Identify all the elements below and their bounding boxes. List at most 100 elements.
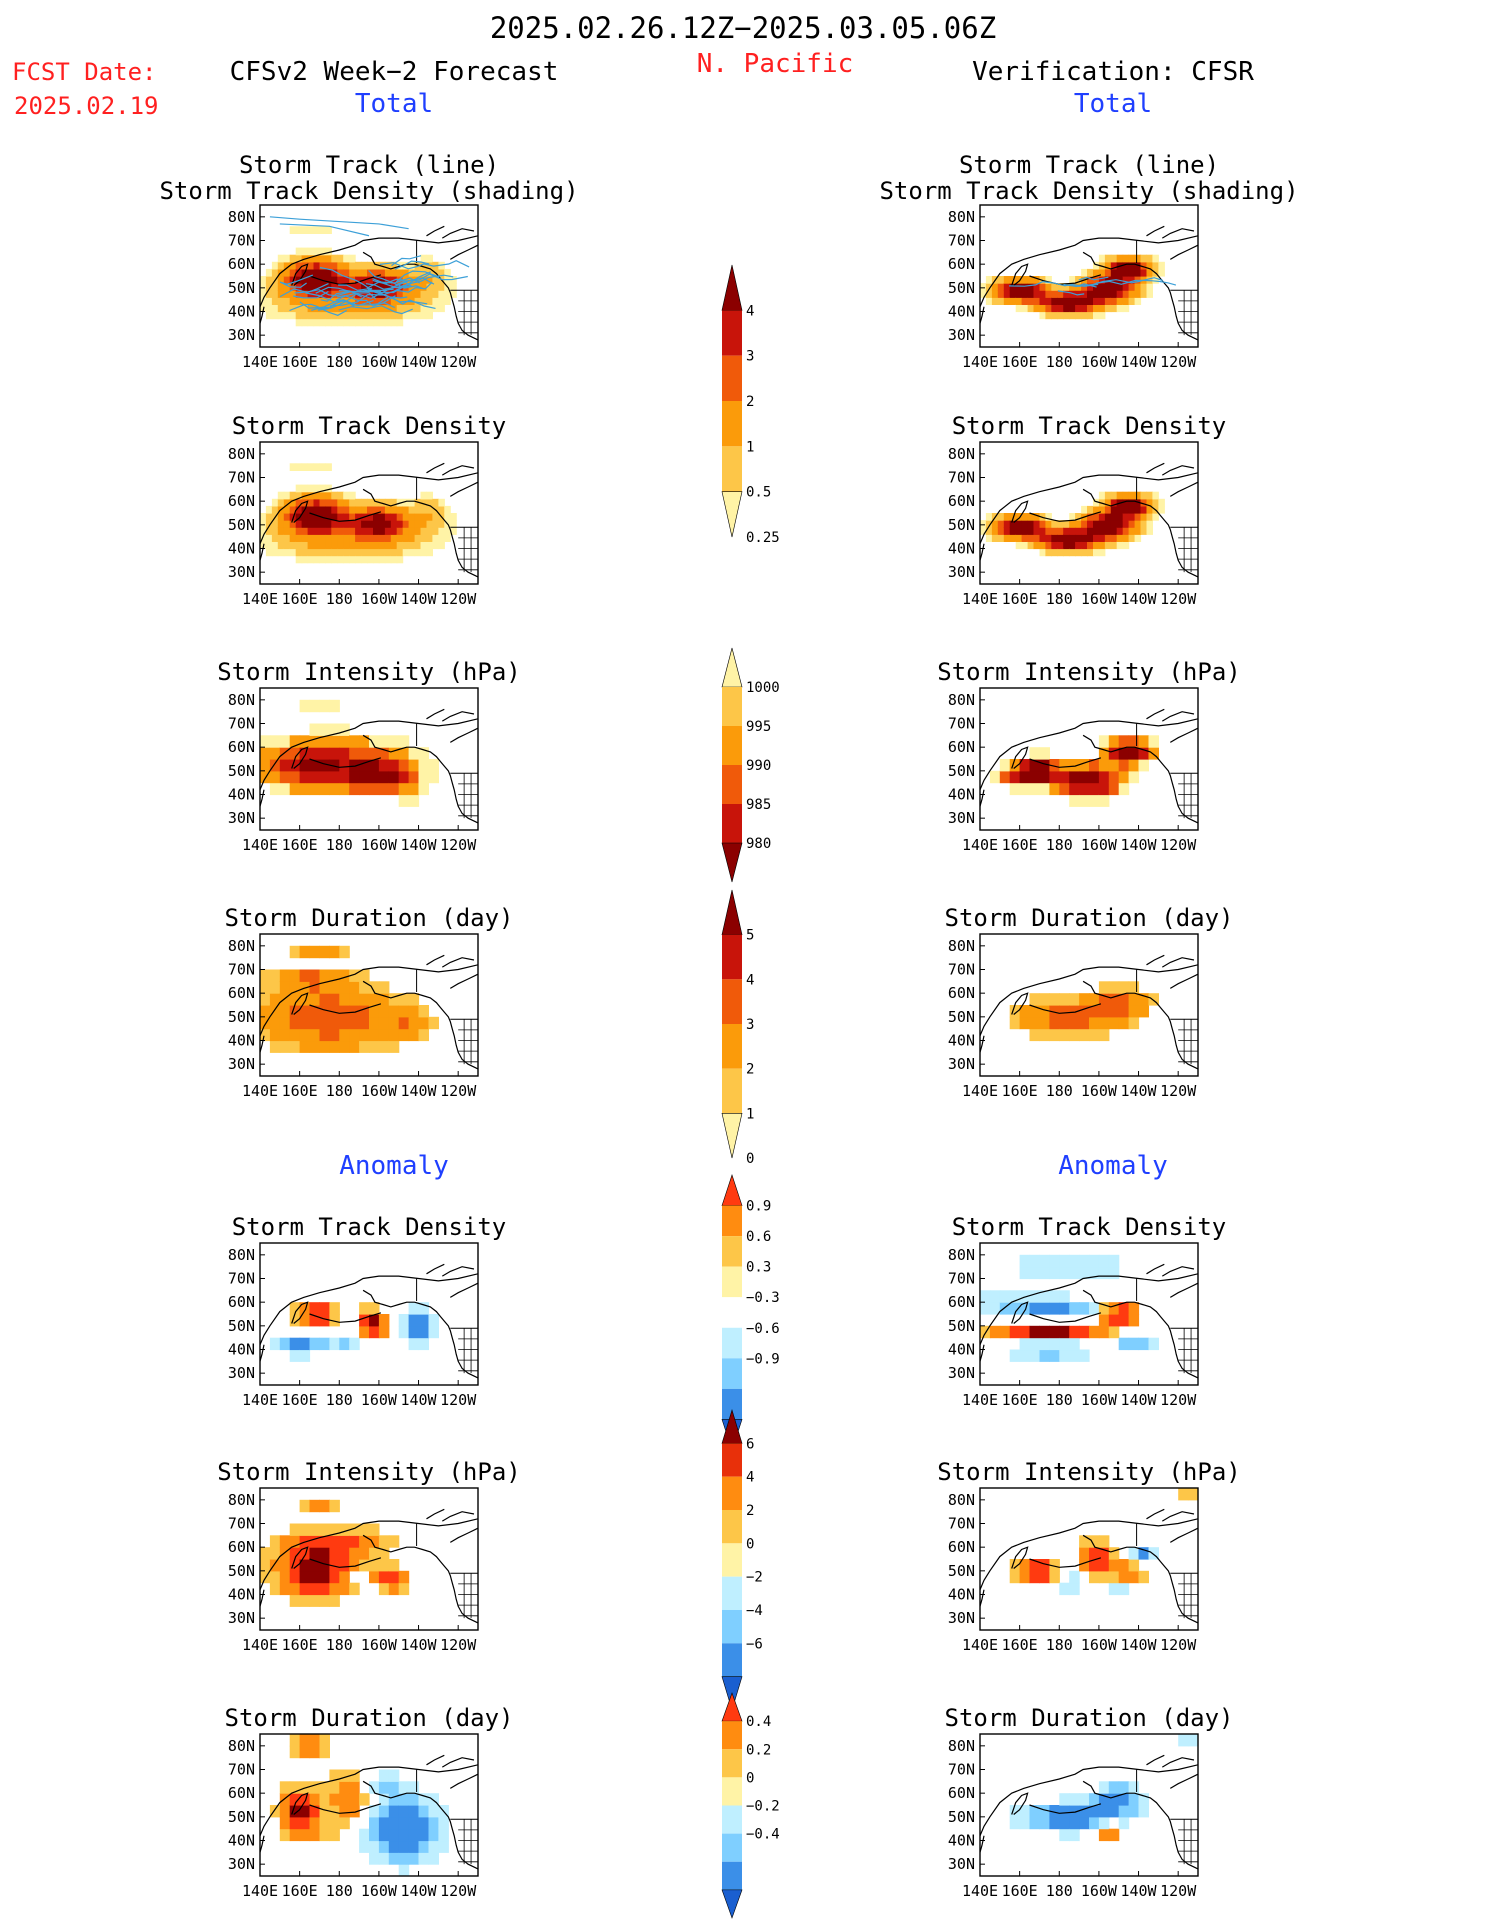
fc-total-density-cell — [396, 520, 404, 528]
vf-anom-duration: Storm Duration (day)140E 160E 180 160W 140W 1… — [945, 1704, 1234, 1900]
fc-anom-intensity-cell — [378, 1535, 390, 1548]
fc-anom-intensity-cell — [349, 1523, 360, 1536]
fc-total-intensity: Storm Intensity (hPa)140E 160E 180 160W 140W… — [217, 658, 520, 854]
fc-total-duration-cell — [260, 1005, 271, 1018]
fc-anom-intensity-cell — [398, 1570, 410, 1584]
fc-anom-density-cell — [408, 1302, 420, 1315]
fc-total-duration-cell — [359, 993, 370, 1006]
fc-anom-duration-cell — [369, 1852, 380, 1865]
vf-anom-intensity-cell — [1069, 1570, 1080, 1584]
vf-total-density-cell — [1098, 491, 1106, 500]
vf-total-track-lat-tick: 70N — [948, 232, 975, 250]
fc-total-duration-lon-tick: 160W — [361, 1082, 398, 1100]
fc-total-density-cell — [331, 534, 338, 542]
vf-total-density-cell — [1003, 534, 1011, 542]
fc-total-density-cell — [277, 520, 285, 528]
fc-anom-density-cell — [369, 1302, 380, 1315]
fc-total-density-cell — [361, 541, 368, 550]
vf-total-track-cell — [1134, 297, 1142, 305]
vf-total-density-cell — [980, 527, 987, 535]
vf-total-density-cell — [1033, 513, 1040, 521]
vf-total-track-cell — [1069, 276, 1076, 284]
vf-total-intensity-cell — [1079, 770, 1090, 784]
vf-total-density-lat-tick: 60N — [948, 492, 975, 510]
vf-anom-density-cell — [1049, 1349, 1060, 1362]
fc-total-density-cell — [295, 498, 303, 507]
fc-total-intensity-cell — [369, 782, 380, 796]
fc-anom-density-cell — [299, 1337, 311, 1351]
fc-total-density-cell — [325, 491, 332, 500]
vf-total-duration-cell — [1009, 1005, 1021, 1018]
vf-anom-intensity-lon-tick: 140E — [962, 1636, 998, 1654]
fc-total-track-cell — [313, 311, 320, 320]
vf-total-track-cell — [1122, 276, 1130, 284]
fc-total-density-cell — [367, 520, 374, 528]
vf-total-density-cell — [1110, 505, 1118, 514]
fc-total-track-cell — [438, 297, 445, 305]
fc-total-duration-cell — [329, 969, 340, 982]
fc-total-duration-cell — [418, 1016, 429, 1030]
vf-total-density-cell — [1098, 498, 1106, 507]
colorbar-intensity-total-label: 995 — [746, 719, 771, 735]
fc-total-track-cell — [355, 283, 362, 291]
fc-anom-density-cell — [299, 1302, 311, 1315]
fc-total-density-cell — [295, 463, 303, 471]
vf-total-density-cell — [1027, 541, 1035, 550]
vf-total-track-cell — [1021, 290, 1029, 298]
colorbars: 43210.50.2510009959909859805432100.90.60… — [721, 264, 780, 1919]
fc-total-density-cell — [277, 527, 285, 535]
vf-total-track-cell — [1110, 297, 1118, 305]
fc-total-intensity-lon-tick: 140W — [400, 836, 437, 854]
fc-anom-density-cell — [378, 1314, 390, 1327]
fc-total-duration-cell — [428, 1016, 439, 1030]
vf-anom-density-cell — [1098, 1325, 1110, 1339]
fc-total-density-cell — [355, 513, 362, 521]
vf-total-intensity-cell — [1098, 759, 1110, 772]
vf-total-density-cell — [1015, 534, 1023, 542]
fc-total-duration-cell — [279, 993, 291, 1006]
fcst-date-value: 2025.02.19 — [14, 92, 159, 120]
fc-total-track-cell — [271, 297, 279, 305]
vf-anom-duration-cell — [1108, 1828, 1120, 1842]
fc-total-duration-coastlines — [260, 954, 478, 1070]
fc-total-track-cell — [402, 311, 410, 320]
fc-total-density-lat-tick: 70N — [228, 469, 255, 487]
fc-total-track-cell — [355, 311, 362, 320]
fc-total-density-cell — [265, 527, 273, 535]
vf-total-track-cell — [1087, 311, 1094, 320]
vf-total-density-cell — [1063, 541, 1070, 550]
vf-total-density-cell — [1122, 491, 1130, 500]
fc-total-density-cell — [390, 527, 398, 535]
fc-anom-density-lon-tick: 160E — [282, 1391, 318, 1409]
fc-total-density-title: Storm Track Density — [232, 412, 507, 440]
vf-total-duration-cell — [1039, 1028, 1050, 1042]
vf-total-intensity-cell — [1118, 735, 1130, 748]
fc-total-density-cell — [343, 520, 350, 528]
vf-total-duration-cell — [1069, 1005, 1080, 1018]
fc-anom-intensity-cell — [319, 1535, 330, 1548]
fc-total-track-cell — [301, 318, 309, 327]
vf-anom-density-cell — [1069, 1349, 1080, 1362]
fc-total-density-cell — [337, 520, 344, 528]
fc-total-intensity-cell — [369, 747, 380, 760]
fc-anom-density-cell — [339, 1337, 350, 1351]
fc-total-track-cell — [271, 283, 279, 291]
fc-total-density-cell — [260, 520, 267, 528]
vf-total-track-cell — [1146, 290, 1153, 298]
fc-total-intensity-cell — [289, 770, 301, 784]
vf-anom-intensity-cell — [1118, 1582, 1130, 1596]
fc-anom-intensity-lat-tick: 30N — [228, 1609, 255, 1627]
fc-total-density-cell — [420, 541, 427, 550]
vf-anom-duration-lat-tick: 70N — [948, 1761, 975, 1779]
vf-anom-density-cell — [1098, 1302, 1110, 1315]
vf-anom-density-cell — [1079, 1325, 1090, 1339]
fc-total-density-cell — [265, 505, 273, 514]
fc-total-intensity-cell — [408, 747, 420, 760]
vf-total-track-cell — [1098, 290, 1106, 298]
vf-anom-duration-cell — [1138, 1793, 1149, 1806]
vf-anom-intensity-cell — [1098, 1535, 1110, 1548]
vf-total-intensity-cell — [1039, 782, 1050, 796]
fc-total-intensity-cell — [428, 770, 439, 784]
vf-total-track-cell — [1063, 311, 1070, 320]
fc-total-density-cell — [355, 541, 362, 550]
